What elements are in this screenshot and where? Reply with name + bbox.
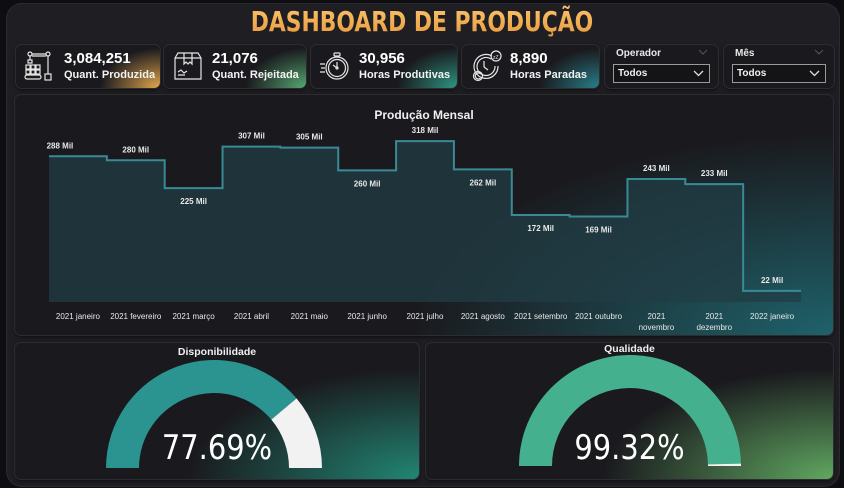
producao-mensal-chart: Produção Mensal 288 Mil 2021 janeiro 280 M… bbox=[15, 95, 833, 335]
dropdown-value: Todos bbox=[737, 68, 767, 79]
x-tick-label: novembro bbox=[639, 323, 675, 332]
kpi-value: 21,076 bbox=[212, 50, 258, 67]
data-label: 225 Mil bbox=[180, 197, 207, 206]
x-tick-label: 2021 fevereiro bbox=[110, 312, 162, 321]
x-tick-label: 2021 bbox=[647, 312, 665, 321]
data-label: 169 Mil bbox=[585, 225, 612, 234]
data-label: 260 Mil bbox=[354, 179, 381, 188]
kpi-card-horas-paradas: zZ 8,890 Horas Paradas bbox=[462, 45, 599, 88]
gauge-value: 99.32% bbox=[574, 428, 685, 468]
data-label: 280 Mil bbox=[122, 145, 149, 154]
x-tick-label: 2021 maio bbox=[291, 312, 329, 321]
x-tick-label: 2021 julho bbox=[407, 312, 444, 321]
x-tick-label: 2021 bbox=[705, 312, 723, 321]
x-tick-label: 2021 março bbox=[172, 312, 215, 321]
card-glow bbox=[462, 45, 599, 88]
svg-text:zZ: zZ bbox=[493, 55, 499, 61]
x-tick-label: 2021 agosto bbox=[461, 312, 506, 321]
step-area-plot[interactable]: 288 Mil 2021 janeiro 280 Mil 2021 fevereiro… bbox=[15, 95, 833, 335]
filter-label: Mês bbox=[735, 48, 755, 59]
kpi-label: Horas Produtivas bbox=[359, 69, 451, 81]
x-tick-label: 2021 outubro bbox=[575, 312, 623, 321]
gauge-title: Disponibilidade bbox=[177, 346, 257, 358]
data-label: 318 Mil bbox=[412, 126, 439, 135]
x-tick-label: 2021 abril bbox=[234, 312, 269, 321]
page-title: DASHBOARD DE PRODUÇÃO bbox=[93, 4, 751, 40]
x-tick-label: 2021 junho bbox=[347, 312, 387, 321]
gauge-arc bbox=[519, 354, 741, 466]
chevron-down-icon[interactable] bbox=[814, 48, 824, 56]
data-label: 172 Mil bbox=[527, 224, 554, 233]
card-glow bbox=[164, 45, 306, 88]
mes-dropdown[interactable]: Todos bbox=[732, 64, 826, 83]
data-label: 22 Mil bbox=[761, 276, 783, 285]
data-label: 305 Mil bbox=[296, 133, 323, 142]
filter-operador: Operador Todos bbox=[605, 45, 718, 88]
kpi-value: 8,890 bbox=[510, 50, 548, 67]
dropdown-value: Todos bbox=[618, 68, 648, 79]
chevron-down-icon bbox=[693, 70, 704, 77]
data-label: 288 Mil bbox=[47, 141, 74, 150]
operador-dropdown[interactable]: Todos bbox=[613, 64, 710, 83]
kpi-label: Quant. Rejeitada bbox=[212, 69, 299, 81]
clock-sleep-icon: zZ bbox=[472, 50, 502, 82]
x-tick-label: 2022 janeiro bbox=[750, 312, 795, 321]
kpi-label: Horas Paradas bbox=[510, 69, 588, 81]
x-tick-label: 2021 setembro bbox=[514, 312, 568, 321]
x-tick-label: 2021 janeiro bbox=[56, 312, 101, 321]
chevron-down-icon[interactable] bbox=[698, 48, 708, 56]
data-label: 243 Mil bbox=[643, 164, 670, 173]
x-tick-label: dezembro bbox=[696, 323, 732, 332]
kpi-card-horas-produtivas: 30,956 Horas Produtivas bbox=[311, 45, 457, 88]
data-label: 233 Mil bbox=[701, 169, 728, 178]
kpi-value: 3,084,251 bbox=[64, 50, 131, 67]
gauge-qualidade: Qualidade 99.32% bbox=[426, 343, 833, 479]
gauge-arc bbox=[105, 360, 322, 468]
box-icon bbox=[174, 52, 202, 80]
gauge-value: 77.69% bbox=[161, 428, 273, 468]
chart-title: Produção Mensal bbox=[374, 108, 474, 122]
filter-label: Operador bbox=[616, 48, 662, 59]
kpi-value: 30,956 bbox=[359, 50, 405, 67]
chevron-down-icon bbox=[809, 70, 820, 77]
kpi-card-quant-produzida: 3,084,251 Quant. Produzida bbox=[16, 45, 160, 88]
robot-arm-icon bbox=[24, 51, 52, 81]
data-label: 307 Mil bbox=[238, 132, 265, 141]
filter-mes: Mês Todos bbox=[724, 45, 834, 88]
kpi-card-quant-rejeitada: 21,076 Quant. Rejeitada bbox=[164, 45, 306, 88]
gauge-title: Qualidade bbox=[604, 343, 655, 355]
kpi-label: Quant. Produzida bbox=[64, 69, 156, 81]
stopwatch-icon bbox=[320, 52, 349, 80]
data-label: 262 Mil bbox=[470, 178, 497, 187]
gauge-disponibilidade: Disponibilidade 77.69% bbox=[15, 343, 419, 479]
